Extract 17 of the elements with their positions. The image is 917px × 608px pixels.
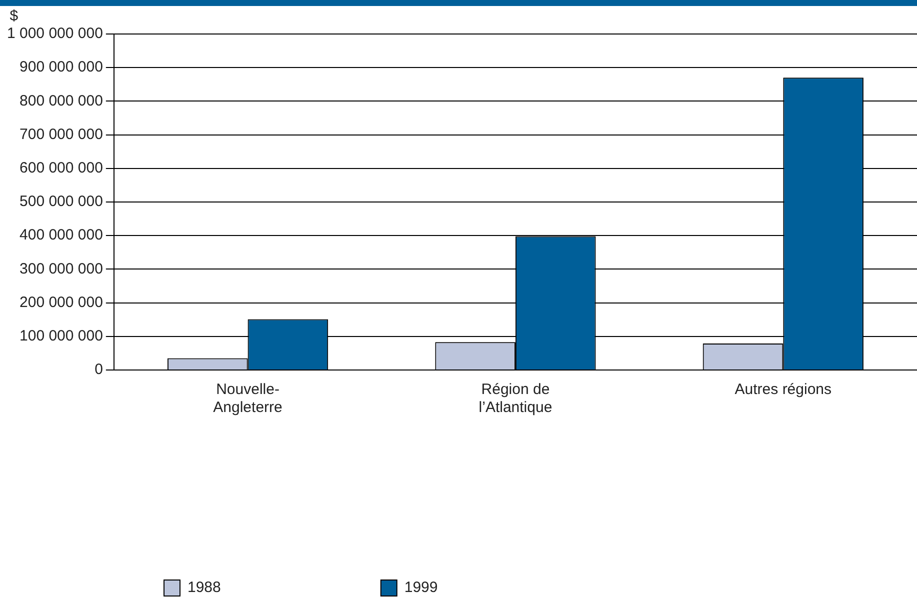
- legend-label: 1988: [188, 579, 221, 596]
- y-axis-title: $: [10, 8, 19, 25]
- y-tick-label: 900 000 000: [20, 58, 103, 76]
- y-tick-label: 500 000 000: [20, 193, 103, 210]
- y-tick-label: 400 000 000: [20, 226, 103, 244]
- y-tick-label: 300 000 000: [20, 260, 103, 278]
- y-tick-label: 600 000 000: [20, 160, 103, 177]
- legend-label: 1999: [404, 579, 438, 596]
- y-tick-label: 0: [94, 361, 103, 378]
- x-tick-label: Région de l’Atlantique: [478, 381, 552, 416]
- y-tick-label: 1 000 000 000: [6, 25, 103, 42]
- x-tick-label: Nouvelle-Angleterre: [213, 381, 282, 416]
- y-tick-label: 100 000 000: [20, 328, 103, 345]
- y-tick-label: 200 000 000: [20, 294, 103, 311]
- x-tick-label: Autres régions: [734, 381, 832, 398]
- y-tick-label: 700 000 000: [20, 126, 103, 143]
- y-tick-label: 800 000 000: [20, 92, 103, 110]
